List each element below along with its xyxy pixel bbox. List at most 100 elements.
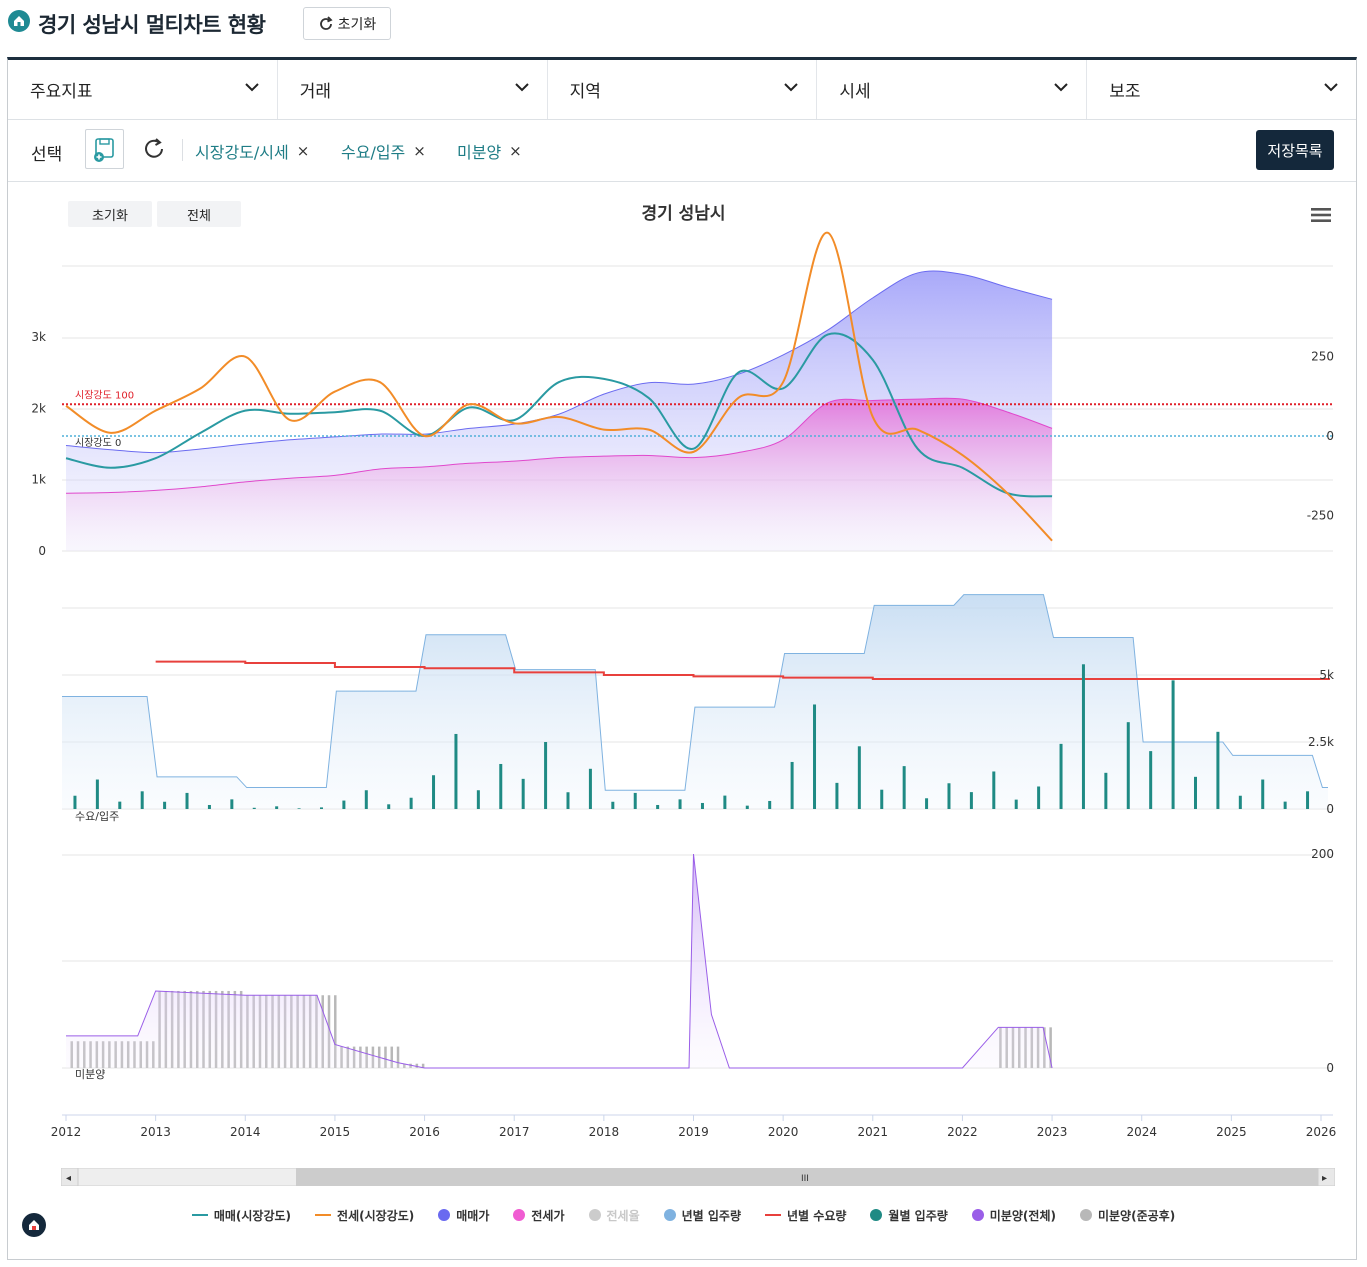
bar-monthly-supply bbox=[588, 768, 592, 809]
close-icon[interactable]: × bbox=[413, 142, 426, 160]
y-axis-right-tick: 0 bbox=[1326, 1061, 1334, 1075]
bar-monthly-supply bbox=[342, 800, 346, 809]
chip-demand-supply[interactable]: 수요/입주 × bbox=[341, 139, 426, 163]
chip-unsold[interactable]: 미분양 × bbox=[457, 139, 522, 163]
dropdown-label: 보조 bbox=[1109, 82, 1141, 102]
legend-label: 월별 입주량 bbox=[888, 1208, 948, 1223]
bar-monthly-supply bbox=[1149, 751, 1153, 809]
bar-monthly-supply bbox=[1059, 743, 1063, 809]
dropdown-label: 거래 bbox=[299, 82, 332, 102]
header-reset-button[interactable]: 초기화 bbox=[303, 7, 391, 40]
bar-monthly-supply bbox=[745, 805, 749, 809]
chip-label: 미분양 bbox=[457, 143, 502, 162]
y-axis-right-tick: 0 bbox=[1326, 429, 1334, 443]
dropdown-auxiliary[interactable]: 보조 bbox=[1087, 60, 1356, 119]
legend-label: 년별 수요량 bbox=[787, 1208, 847, 1223]
chevron-down-icon bbox=[514, 83, 529, 92]
bar-monthly-supply bbox=[252, 807, 256, 809]
close-icon[interactable]: × bbox=[509, 142, 522, 160]
bar-monthly-supply bbox=[185, 792, 189, 809]
legend-item-unsold-completed[interactable]: 미분양(준공후) bbox=[1079, 1204, 1176, 1226]
legend-dot-swatch bbox=[971, 1209, 984, 1221]
dropdown-transactions[interactable]: 거래 bbox=[278, 60, 548, 119]
bar-unsold-completed bbox=[1049, 1027, 1052, 1068]
x-axis-tick-label: 2021 bbox=[858, 1125, 889, 1139]
bar-monthly-supply bbox=[566, 792, 570, 809]
legend-item-sale-price[interactable]: 매매가 bbox=[438, 1204, 489, 1226]
saved-list-button[interactable]: 저장목록 bbox=[1256, 130, 1334, 170]
bar-monthly-supply bbox=[611, 801, 615, 809]
panel-label-unsold: 미분양 bbox=[75, 1068, 105, 1081]
legend-item-unsold-total[interactable]: 미분양(전체) bbox=[971, 1204, 1056, 1226]
dropdown-region[interactable]: 지역 bbox=[548, 60, 818, 119]
y-axis-right-tick: 0 bbox=[1326, 802, 1334, 816]
line-yearly-demand bbox=[155, 660, 1330, 681]
legend-item-monthly-supply[interactable]: 월별 입주량 bbox=[870, 1204, 948, 1226]
scrollbar-right-button[interactable] bbox=[1317, 1168, 1335, 1186]
bar-monthly-supply bbox=[1104, 772, 1108, 809]
y-axis-left-tick: 0 bbox=[38, 544, 46, 558]
selection-row: 선택 시장강도/시세 × 수요/입주 × 미분양 × 저장목록 bbox=[8, 120, 1356, 182]
bar-monthly-supply bbox=[544, 742, 548, 809]
bar-monthly-supply bbox=[790, 761, 794, 809]
line-unsold-total bbox=[66, 853, 1053, 1069]
x-axis-tick-label: 2025 bbox=[1216, 1125, 1247, 1139]
close-icon[interactable]: × bbox=[296, 142, 310, 160]
legend-item-jeonse-price[interactable]: 전세가 bbox=[513, 1204, 565, 1226]
legend-dot-swatch bbox=[588, 1209, 601, 1221]
bar-monthly-supply bbox=[925, 798, 929, 809]
bar-monthly-supply bbox=[95, 779, 99, 809]
bar-monthly-supply bbox=[275, 806, 279, 809]
bar-monthly-supply bbox=[1081, 664, 1085, 809]
chip-market-strength[interactable]: 시장강도/시세 × bbox=[195, 139, 309, 163]
bar-monthly-supply bbox=[230, 799, 234, 809]
axis-labels-layer: 0 1k 2k 3k -250 0 250 시장강도 100 시장강도 0 0 2.5k 5k 수요/입… bbox=[31, 330, 1336, 1139]
x-axis-tick-label: 2024 bbox=[1126, 1125, 1157, 1139]
bar-monthly-supply bbox=[163, 801, 167, 809]
chart-all-button[interactable]: 전체 bbox=[157, 201, 241, 227]
bar-monthly-supply bbox=[454, 733, 458, 809]
bar-monthly-supply bbox=[432, 775, 436, 809]
plotline-label-100: 시장강도 100 bbox=[75, 389, 134, 401]
line-jeonse-price bbox=[65, 397, 1053, 494]
bar-monthly-supply bbox=[633, 792, 637, 809]
scrollbar-left-arrow-icon: ◂ bbox=[66, 1173, 71, 1184]
legend-item-jeonse-ratio[interactable]: 전세율 bbox=[588, 1204, 640, 1226]
x-axis-tick-label: 2014 bbox=[230, 1125, 261, 1139]
line-jeonse-strength bbox=[65, 231, 1053, 542]
hamburger-menu-icon[interactable] bbox=[1311, 207, 1331, 223]
legend-item-sale-strength[interactable]: 매매(시장강도) bbox=[191, 1204, 292, 1226]
legend-item-jeonse-strength[interactable]: 전세(시장강도) bbox=[315, 1204, 414, 1226]
bar-monthly-supply bbox=[813, 704, 817, 809]
chart-reset-button[interactable]: 초기화 bbox=[68, 201, 152, 227]
save-selection-button[interactable] bbox=[85, 129, 124, 169]
save-icon bbox=[94, 138, 114, 162]
legend-line-swatch bbox=[191, 1214, 208, 1216]
dropdown-price[interactable]: 시세 bbox=[817, 60, 1088, 119]
legend-item-yearly-demand[interactable]: 년별 수요량 bbox=[765, 1204, 846, 1226]
navigator-scrollbar[interactable]: ◂ III ▸ bbox=[61, 1168, 1335, 1186]
refresh-icon bbox=[319, 15, 333, 30]
bar-monthly-supply bbox=[140, 791, 144, 809]
x-axis-tick-label: 2019 bbox=[678, 1125, 709, 1139]
legend-item-yearly-supply[interactable]: 년별 입주량 bbox=[663, 1204, 741, 1226]
chevron-down-icon bbox=[1054, 83, 1068, 92]
home-logo-icon[interactable] bbox=[8, 10, 30, 32]
bar-unsold-completed bbox=[384, 1046, 387, 1068]
legend-label: 미분양(전체) bbox=[989, 1208, 1056, 1223]
scrollbar-left-button[interactable] bbox=[61, 1168, 79, 1186]
y-axis-left-tick: 1k bbox=[31, 473, 46, 487]
x-axis-tick-label: 2018 bbox=[589, 1125, 620, 1139]
x-axis-tick-label: 2026 bbox=[1306, 1125, 1337, 1139]
legend-label: 매매(시장강도) bbox=[213, 1208, 292, 1223]
x-axis-tick-label: 2012 bbox=[51, 1125, 82, 1139]
scrollbar-handle[interactable] bbox=[296, 1168, 1319, 1186]
line-sale-price bbox=[65, 270, 1053, 454]
legend-label: 미분양(준공후) bbox=[1097, 1208, 1176, 1223]
refresh-selection-button[interactable] bbox=[142, 137, 166, 161]
dropdown-main-indicators[interactable]: 주요지표 bbox=[8, 60, 278, 119]
bar-monthly-supply bbox=[1037, 786, 1041, 809]
bar-unsold-completed bbox=[396, 1046, 400, 1068]
selection-label: 선택 bbox=[31, 145, 63, 165]
